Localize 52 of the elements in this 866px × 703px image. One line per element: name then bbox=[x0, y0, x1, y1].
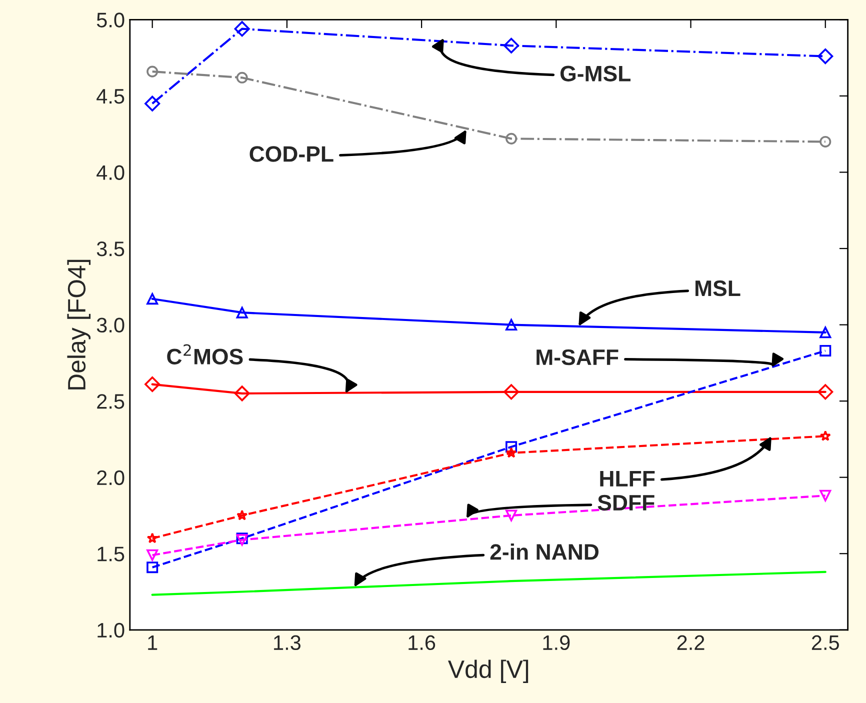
point bbox=[506, 319, 518, 331]
point bbox=[144, 96, 160, 112]
line-series bbox=[151, 570, 826, 596]
x-tick-label: 1.9 bbox=[543, 635, 570, 650]
x-axis-title: Vdd [V] bbox=[448, 660, 528, 684]
annotation: HLFF bbox=[600, 471, 655, 486]
point bbox=[504, 384, 520, 400]
x-tick-label: 2.5 bbox=[812, 635, 839, 650]
point bbox=[818, 384, 834, 400]
point bbox=[234, 386, 250, 402]
point bbox=[234, 21, 250, 37]
point bbox=[146, 562, 158, 574]
point bbox=[236, 510, 248, 520]
point bbox=[144, 376, 160, 392]
annotation: M-SAFF bbox=[536, 349, 618, 366]
y-axis-title: Delay [FO4] bbox=[67, 260, 91, 390]
y-tick-label: 3.0 bbox=[96, 318, 124, 333]
point bbox=[146, 66, 158, 78]
y-tick-label: 4.5 bbox=[96, 89, 124, 104]
point bbox=[820, 430, 831, 441]
x-tick-label: 1 bbox=[148, 636, 158, 650]
x-tick-label: 1.3 bbox=[274, 635, 301, 650]
point bbox=[146, 532, 158, 544]
point bbox=[820, 490, 832, 502]
point bbox=[820, 326, 832, 338]
annotation: COD-PL bbox=[250, 146, 334, 162]
point bbox=[820, 136, 832, 148]
point bbox=[236, 306, 248, 318]
y-tick-label: 2.0 bbox=[97, 470, 124, 486]
y-tick-label: 5.0 bbox=[96, 12, 124, 28]
point bbox=[146, 293, 158, 305]
y-tick-label: 1.5 bbox=[98, 546, 124, 562]
point bbox=[506, 132, 518, 144]
annotation: MSL bbox=[696, 280, 740, 296]
point bbox=[820, 344, 832, 356]
point bbox=[506, 510, 518, 522]
point bbox=[236, 72, 248, 84]
y-tick-label: 3.5 bbox=[96, 242, 124, 256]
x-tick-label: 2.2 bbox=[677, 635, 704, 650]
y-tick-label: 2.5 bbox=[97, 394, 124, 409]
point bbox=[506, 441, 518, 453]
point bbox=[818, 48, 834, 64]
point bbox=[504, 38, 520, 54]
x-tick-label: 1.6 bbox=[408, 635, 436, 650]
annotation: 2-in NAND bbox=[490, 543, 599, 560]
y-tick-label: 1.0 bbox=[98, 622, 124, 638]
y-tick-label: 4.0 bbox=[96, 165, 124, 180]
point bbox=[506, 447, 517, 458]
annotation: SDFF bbox=[598, 494, 654, 511]
annotation: G-MSL bbox=[560, 66, 630, 82]
point bbox=[146, 549, 158, 561]
annotation: C$^{2}$MOS bbox=[167, 344, 243, 365]
